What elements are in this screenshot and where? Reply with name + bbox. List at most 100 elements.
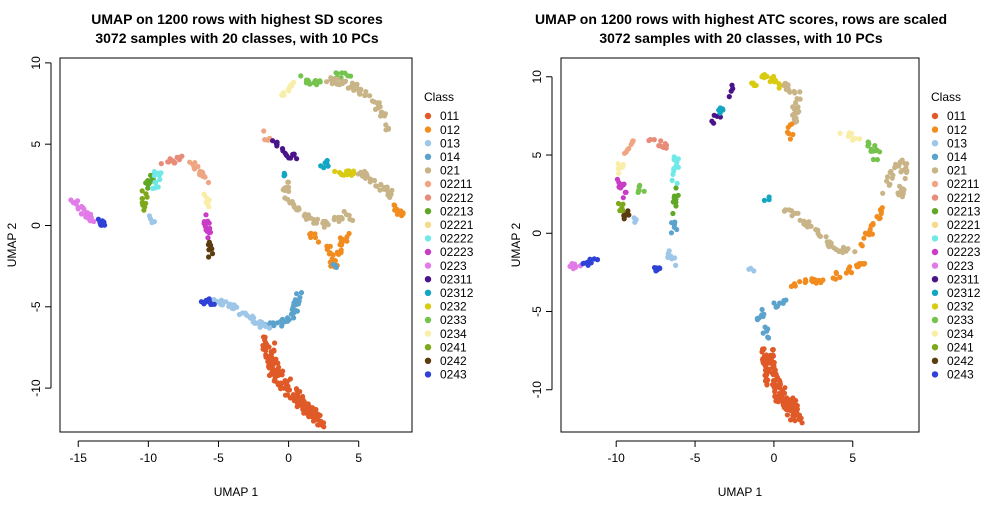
point-0223 [88, 215, 94, 221]
point-02222 [151, 173, 157, 179]
point-013 [218, 297, 224, 303]
point-011 [282, 392, 289, 398]
point-0232 [344, 170, 350, 176]
y-tick-label: 0 [29, 222, 43, 229]
chart-subtitle: 3072 samples with 20 classes, with 10 PC… [95, 30, 378, 46]
point-02212 [651, 137, 657, 143]
point-021 [381, 113, 388, 119]
point-0234 [615, 161, 621, 167]
point-011 [283, 378, 289, 384]
point-012 [861, 235, 867, 241]
point-011 [770, 347, 776, 353]
point-0234 [616, 170, 622, 176]
x-tick-label: 0 [771, 451, 778, 465]
point-021 [339, 80, 346, 87]
point-021 [805, 224, 811, 230]
legend-label: 0243 [440, 368, 467, 382]
point-012 [344, 238, 350, 244]
legend-swatch [424, 357, 432, 364]
legend-item: 011 [931, 109, 966, 123]
point-013 [211, 297, 217, 303]
point-0223 [84, 213, 90, 219]
point-011 [779, 388, 786, 394]
point-021 [377, 187, 383, 193]
legend-label: 02222 [947, 232, 981, 246]
point-014 [668, 230, 675, 236]
legend-item: 0234 [931, 327, 974, 341]
point-0234 [291, 79, 297, 85]
legend-swatch [931, 248, 939, 256]
point-012 [790, 131, 796, 138]
legend-item: 021 [931, 164, 967, 178]
point-011 [317, 412, 323, 418]
legend-item: 02211 [424, 177, 473, 191]
legend-swatch [931, 140, 939, 147]
point-0223 [75, 205, 81, 211]
point-02223 [614, 176, 621, 182]
point-012 [338, 247, 344, 253]
point-0232 [776, 85, 782, 91]
legend-swatch [931, 194, 939, 201]
point-013 [632, 219, 638, 225]
point-012 [315, 239, 322, 245]
point-021 [374, 100, 380, 106]
point-012 [856, 261, 862, 267]
point-014 [291, 309, 297, 316]
legend-label: 02213 [440, 204, 474, 218]
point-0234 [279, 92, 285, 98]
plot-frame [560, 57, 920, 433]
point-02311 [270, 138, 276, 144]
point-021 [331, 217, 337, 223]
point-021 [795, 210, 801, 216]
legend-label: 014 [947, 150, 967, 164]
point-021 [889, 175, 895, 181]
point-02312 [766, 197, 772, 203]
legend-item: 02222 [931, 232, 981, 246]
point-02213 [673, 185, 679, 191]
point-02223 [203, 212, 209, 218]
point-0233 [870, 156, 877, 163]
point-013 [250, 319, 256, 325]
point-013 [257, 319, 263, 325]
point-0233 [636, 184, 642, 190]
point-02213 [673, 203, 679, 209]
umap-panel-atc: UMAP on 1200 rows with highest ATC score… [509, 11, 981, 499]
point-0233 [333, 70, 339, 76]
legend-item: 013 [424, 136, 460, 150]
point-011 [771, 383, 777, 389]
point-02223 [622, 189, 628, 195]
point-021 [797, 89, 803, 95]
legend-item: 0232 [424, 300, 467, 314]
y-tick-label: 0 [530, 230, 544, 237]
point-011 [796, 414, 802, 420]
legend-item: 02213 [424, 204, 474, 218]
point-012 [802, 279, 808, 286]
point-02311 [711, 112, 717, 118]
point-012 [789, 121, 795, 127]
point-0243 [657, 265, 663, 271]
legend-item: 02222 [424, 232, 474, 246]
point-0233 [314, 82, 320, 88]
point-021 [782, 81, 788, 87]
legend-label: 014 [440, 150, 460, 164]
point-021 [385, 188, 391, 195]
legend-title: Class [424, 90, 454, 104]
point-011 [778, 392, 784, 398]
legend-swatch [424, 140, 432, 147]
legend-swatch [931, 289, 939, 296]
point-0223 [68, 197, 74, 203]
point-0232 [350, 168, 357, 174]
legend-label: 0234 [947, 327, 974, 341]
points-layer [567, 72, 910, 426]
point-0234 [852, 135, 858, 142]
point-011 [270, 361, 277, 367]
point-014 [282, 319, 288, 325]
point-02311 [717, 114, 724, 120]
point-02222 [671, 168, 677, 174]
legend-label: 021 [947, 164, 967, 178]
point-012 [327, 243, 333, 249]
point-02222 [156, 172, 162, 178]
point-011 [773, 371, 779, 377]
point-02222 [157, 176, 163, 183]
point-0241 [144, 194, 150, 200]
